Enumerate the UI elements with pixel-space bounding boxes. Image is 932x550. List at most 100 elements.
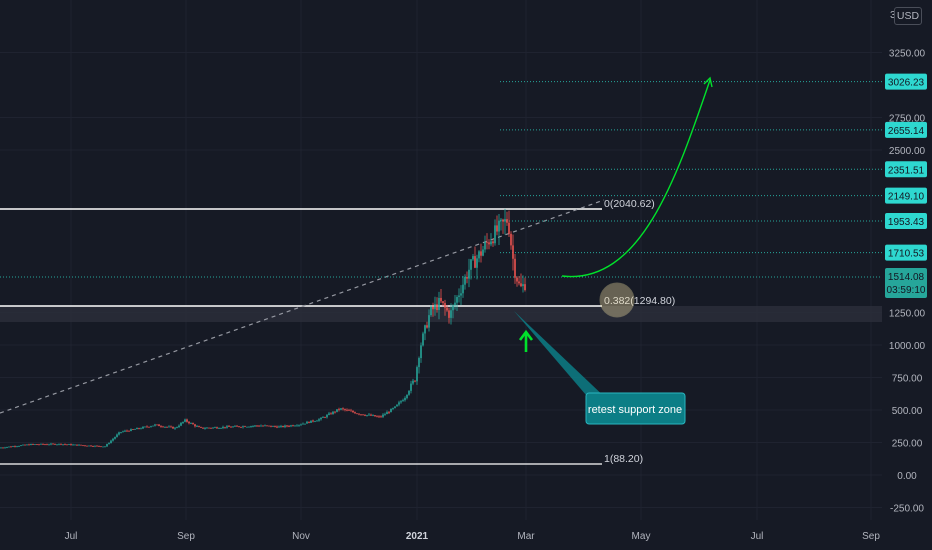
candle-body [416,367,418,382]
candle-body [470,259,472,270]
candle-body [502,219,504,222]
candle-body [350,410,352,412]
candle-body [40,443,42,445]
currency-selector[interactable]: USD [894,7,922,25]
candle-body [166,426,168,428]
fib-label: 0.382(1294.80) [604,295,675,307]
candle-body [348,409,350,411]
candle-body [124,430,126,432]
candle-body [460,293,462,296]
candle-body [42,443,44,445]
candle-body [110,440,112,444]
candle-body [60,443,62,445]
candle-body [16,446,18,448]
candle-body [506,219,508,223]
candle-body [414,380,416,382]
price-tag-label: 1953.43 [888,217,925,228]
candle-body [486,241,488,243]
candle-body [386,412,388,415]
candle-body [254,425,256,427]
candle-body [504,219,506,222]
candle-body [336,409,338,412]
candle-body [510,233,512,246]
candle-body [320,417,322,420]
projection-arrowhead [703,76,713,88]
candle-body [322,417,324,419]
fib-label: 1(88.20) [604,453,643,465]
candle-body [438,297,440,310]
candle-body [290,425,292,427]
candle-body [140,428,142,430]
candle-body [202,427,204,429]
candle-body [310,420,312,423]
candle-body [118,432,120,435]
candle-body [152,425,154,427]
candle-body [24,444,26,446]
candle-body [226,426,228,428]
candle-body [122,431,124,433]
candle-body [294,425,296,427]
last-price-tag [885,268,927,298]
support-arrowhead [518,329,534,341]
candle-body [372,415,374,416]
candle-body [374,415,376,417]
candle-body [370,414,372,416]
candle-body [156,424,158,426]
candle-body [300,424,302,426]
candle-body [266,425,268,427]
y-tick-label: 3250.00 [889,49,926,60]
x-tick-label: Jul [751,531,764,542]
candle-body [482,249,484,256]
fib-label: 0(2040.62) [604,198,655,210]
candle-body [88,445,90,447]
candle-body [178,425,180,428]
candle-body [196,426,198,428]
candle-body [256,425,258,427]
x-tick-label: Mar [517,531,535,542]
candle-body [332,411,334,415]
candle-body [520,283,522,287]
candle-body [104,446,106,448]
candle-body [418,358,420,368]
candle-body [522,284,524,287]
candle-body [396,404,398,407]
candle-body [262,425,264,427]
candle-body [242,426,244,428]
candle-body [200,427,202,428]
candle-body [84,445,86,447]
candle-body [512,245,514,259]
candle-body [476,258,478,268]
candle-body [326,414,328,418]
candle-body [222,426,224,428]
candle-body [70,444,72,446]
price-tag [885,121,927,138]
candle-body [180,422,182,426]
candle-body [362,414,364,416]
candle-body [472,256,474,260]
candle-body [454,302,456,306]
candle-body [306,421,308,424]
candle-body [208,427,210,429]
candle-body [170,426,172,428]
candle-body [410,383,412,391]
candle-body [52,443,54,445]
candle-body [352,410,354,413]
candle-body [218,428,220,430]
candle-body [480,251,482,256]
candle-body [328,413,330,415]
candle-body [498,220,500,232]
candle-body [378,416,380,418]
countdown-label: 03:59:10 [887,285,926,296]
candle-body [108,443,110,445]
fib-highlight-circle [599,282,635,318]
candle-body [14,446,16,448]
candle-body [58,443,60,445]
candle-body [524,284,526,291]
candle-body [168,426,170,428]
candle-body [30,444,32,446]
candle-body [64,444,66,446]
candle-body [284,425,286,427]
candle-body [148,426,150,428]
